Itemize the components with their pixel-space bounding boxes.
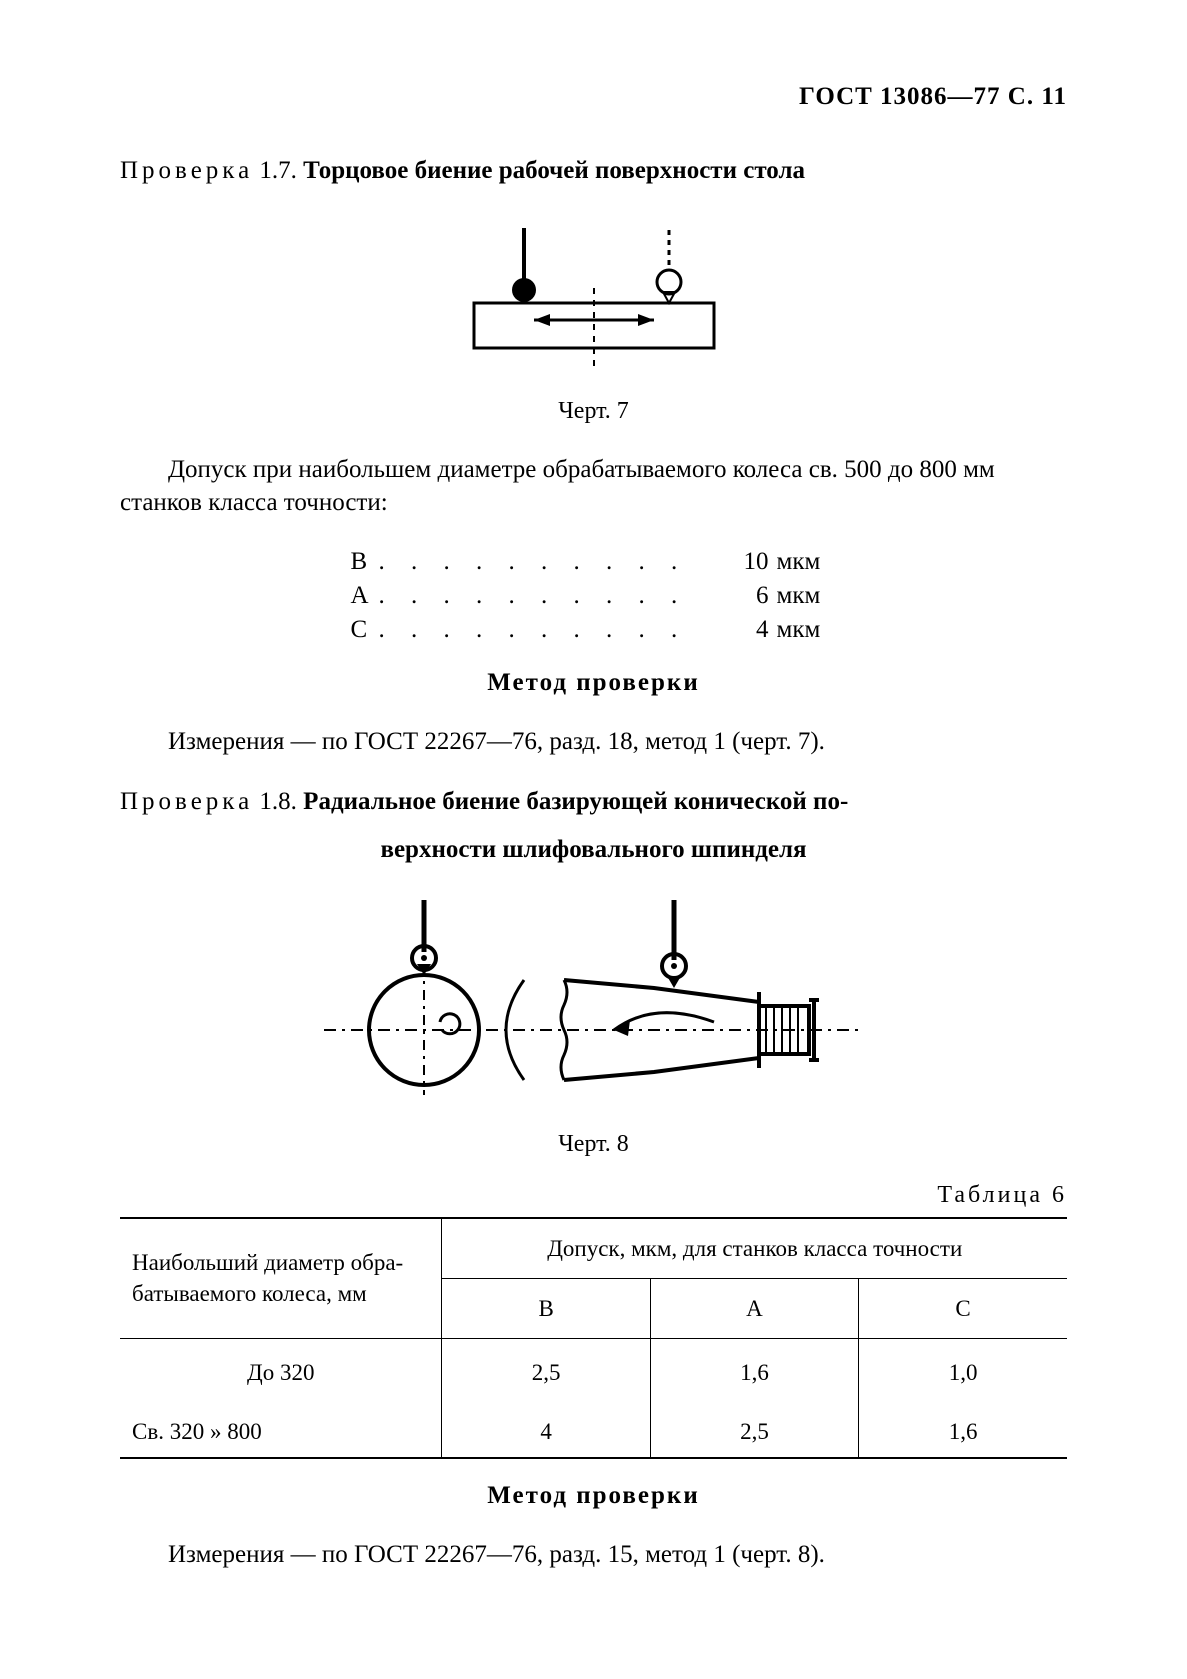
table-head-span: Допуск, мкм, для станков класса точности <box>442 1218 1067 1279</box>
check-title-line1: Радиальное биение базирующей конической … <box>303 788 848 815</box>
table-cell: 1,6 <box>650 1339 858 1399</box>
table-6-label: Таблица 6 <box>120 1179 1067 1211</box>
table-cell: 1,0 <box>859 1339 1067 1399</box>
table-head-col1-line2: батываемого колеса, мм <box>128 1278 433 1309</box>
table-sub-b: В <box>442 1278 650 1338</box>
figure-7-caption: Черт. 7 <box>120 395 1067 427</box>
tolerance-value: 6 <box>719 579 777 613</box>
method-heading: Метод проверки <box>120 1479 1067 1513</box>
table-6: Наибольший диаметр обра- батываемого кол… <box>120 1217 1067 1459</box>
tolerance-unit: мкм <box>777 545 837 579</box>
tolerance-row: А . . . . . . . . . . 6 мкм <box>351 579 837 613</box>
method-heading: Метод проверки <box>120 666 1067 700</box>
method-1-8-text: Измерения — по ГОСТ 22267—76, разд. 15, … <box>120 1538 1067 1572</box>
figure-8 <box>120 880 1067 1120</box>
table-head-col1-line1: Наибольший диаметр обра- <box>128 1247 433 1278</box>
tolerance-list: В . . . . . . . . . . 10 мкм А . . . . .… <box>351 545 837 646</box>
table-cell: 2,5 <box>650 1398 858 1458</box>
method-1-7-text: Измерения — по ГОСТ 22267—76, разд. 18, … <box>120 725 1067 759</box>
figure-8-caption: Черт. 8 <box>120 1128 1067 1160</box>
table-cell: Св. 320 » 800 <box>128 1416 433 1447</box>
table-cell: 2,5 <box>442 1339 650 1399</box>
tolerance-unit: мкм <box>777 579 837 613</box>
check-1-8-heading: Проверка 1.8. Радиальное биение базирующ… <box>120 785 1067 819</box>
tolerance-label: С <box>351 613 379 647</box>
page-header: ГОСТ 13086—77 С. 11 <box>120 80 1067 114</box>
table-cell: До 320 <box>128 1357 433 1388</box>
tolerance-unit: мкм <box>777 613 837 647</box>
tolerance-label: В <box>351 545 379 579</box>
tolerance-intro: Допуск при наибольшем диаметре обрабатыв… <box>120 453 1067 521</box>
figure-7 <box>120 208 1067 388</box>
check-1-7-heading: Проверка 1.7. Торцовое биение рабочей по… <box>120 154 1067 188</box>
tolerance-value: 4 <box>719 613 777 647</box>
check-title: Торцовое биение рабочей поверхности стол… <box>303 157 805 184</box>
tolerance-dots: . . . . . . . . . . <box>379 579 719 613</box>
check-number: 1.7. <box>259 157 297 184</box>
tolerance-value: 10 <box>719 545 777 579</box>
table-cell: 1,6 <box>859 1398 1067 1458</box>
check-number: 1.8. <box>259 788 297 815</box>
check-title-line2: верхности шлифовального шпинделя <box>120 833 1067 867</box>
check-prefix: Проверка <box>120 788 253 815</box>
tolerance-row: В . . . . . . . . . . 10 мкм <box>351 545 837 579</box>
tolerance-label: А <box>351 579 379 613</box>
table-sub-a: А <box>650 1278 858 1338</box>
table-sub-c: С <box>859 1278 1067 1338</box>
tolerance-row: С . . . . . . . . . . 4 мкм <box>351 613 837 647</box>
tolerance-dots: . . . . . . . . . . <box>379 613 719 647</box>
check-prefix: Проверка <box>120 157 253 184</box>
table-cell: 4 <box>442 1398 650 1458</box>
tolerance-dots: . . . . . . . . . . <box>379 545 719 579</box>
